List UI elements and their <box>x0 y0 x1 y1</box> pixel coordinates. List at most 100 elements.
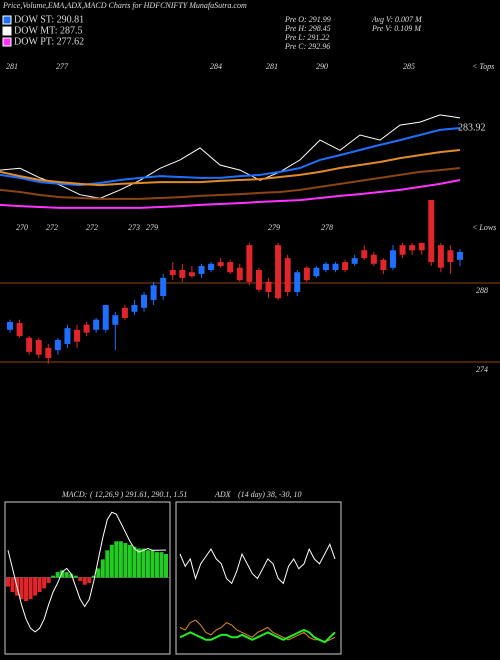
level-label: 274 <box>476 365 488 374</box>
chart-title: Price,Volume,EMA,ADX,MACD Charts for HDF… <box>2 1 247 10</box>
top-label: 290 <box>316 62 328 71</box>
candle-body <box>255 270 262 290</box>
histogram-bar <box>127 544 132 578</box>
histogram-bar <box>100 559 105 578</box>
macd-line <box>7 511 166 633</box>
candle-body <box>102 305 109 330</box>
histogram-bar <box>136 548 141 578</box>
histogram-bar <box>64 572 69 578</box>
candle-body <box>399 245 406 255</box>
legend-swatch <box>2 15 12 25</box>
candle-body <box>83 324 90 333</box>
ema-line <box>0 167 461 200</box>
legend-entry: DOW PT: 277.62 <box>14 36 84 47</box>
top-label: 281 <box>6 62 18 71</box>
lows-label: < Lows <box>472 223 496 232</box>
histogram-bar <box>51 575 56 578</box>
histogram-bar <box>19 577 24 600</box>
histogram-bar <box>96 568 101 578</box>
histogram-bar <box>118 541 123 578</box>
histogram-bar <box>69 573 74 578</box>
candle-body <box>418 242 425 251</box>
candle-body <box>112 315 119 325</box>
candle-body <box>265 281 272 293</box>
adx-params: (14 day) 38, -30, 10 <box>238 490 302 499</box>
histogram-bar <box>159 552 164 578</box>
stat: Pre H: 298.45 <box>284 24 331 33</box>
histogram-bar <box>33 577 38 596</box>
histogram-bar <box>42 577 47 589</box>
candle-body <box>150 285 157 300</box>
legend-entry: DOW MT: 287.5 <box>14 25 82 36</box>
histogram-bar <box>91 575 96 578</box>
histogram-bar <box>46 577 51 583</box>
candle-body <box>7 321 13 330</box>
legend-swatch <box>2 37 12 47</box>
low-label: 279 <box>268 223 280 232</box>
tops-label: < Tops <box>472 62 494 71</box>
top-label: 284 <box>210 62 222 71</box>
candle-body <box>45 347 52 359</box>
low-label: 270 <box>16 223 28 232</box>
histogram-bar <box>145 550 150 578</box>
candle-body <box>447 250 454 263</box>
histogram-bar <box>154 552 159 578</box>
adx-label: ADX <box>214 490 232 499</box>
histogram-bar <box>60 570 65 578</box>
candle-body <box>284 258 291 293</box>
candle-body <box>409 245 416 251</box>
candle-body <box>428 200 435 263</box>
low-label: 273 <box>128 223 140 232</box>
candle-body <box>389 250 396 268</box>
adx-line <box>179 628 336 644</box>
candle-body <box>294 272 301 293</box>
candle-body <box>313 267 320 277</box>
low-label: 272 <box>46 223 58 232</box>
histogram-bar <box>6 577 10 587</box>
low-label: 278 <box>321 223 333 232</box>
candle-body <box>457 251 463 260</box>
candle-body <box>198 266 205 274</box>
candle-body <box>35 340 42 355</box>
macd-label: MACD: <box>61 490 88 499</box>
ema-line <box>0 149 461 187</box>
candle-body <box>236 267 243 281</box>
candle-body <box>370 254 377 264</box>
candle-body <box>332 263 339 270</box>
low-label: 272 <box>86 223 98 232</box>
candle-body <box>16 323 23 337</box>
candle-body <box>54 340 61 351</box>
histogram-bar <box>82 577 87 585</box>
candle-body <box>380 259 387 270</box>
candle-body <box>141 294 148 308</box>
stat: Avg V: 0.007 M <box>371 15 423 24</box>
candle-body <box>179 270 186 278</box>
candle-body <box>351 258 358 264</box>
candle-body <box>160 277 167 296</box>
histogram-bar <box>164 553 168 578</box>
candle-body <box>322 263 329 270</box>
ema-line <box>0 179 461 209</box>
candle-body <box>121 307 128 318</box>
candle-body <box>275 245 282 299</box>
last-value: 283.92 <box>458 122 486 133</box>
candle-body <box>437 245 444 268</box>
legend-entry: DOW ST: 290.81 <box>14 14 84 25</box>
histogram-bar <box>24 577 29 602</box>
adx-line <box>179 619 336 643</box>
stat: Pre L: 291.22 <box>284 33 329 42</box>
top-label: 281 <box>266 62 278 71</box>
histogram-bar <box>28 577 33 600</box>
ema-line <box>0 114 461 199</box>
histogram-bar <box>105 550 110 578</box>
candle-body <box>342 262 349 270</box>
level-label: 288 <box>476 286 488 295</box>
candle-body <box>361 250 368 259</box>
histogram-bar <box>123 543 128 578</box>
histogram-bar <box>109 544 114 578</box>
histogram-bar <box>114 541 119 578</box>
top-label: 285 <box>403 62 415 71</box>
histogram-bar <box>132 546 137 578</box>
legend-swatch <box>2 26 12 36</box>
